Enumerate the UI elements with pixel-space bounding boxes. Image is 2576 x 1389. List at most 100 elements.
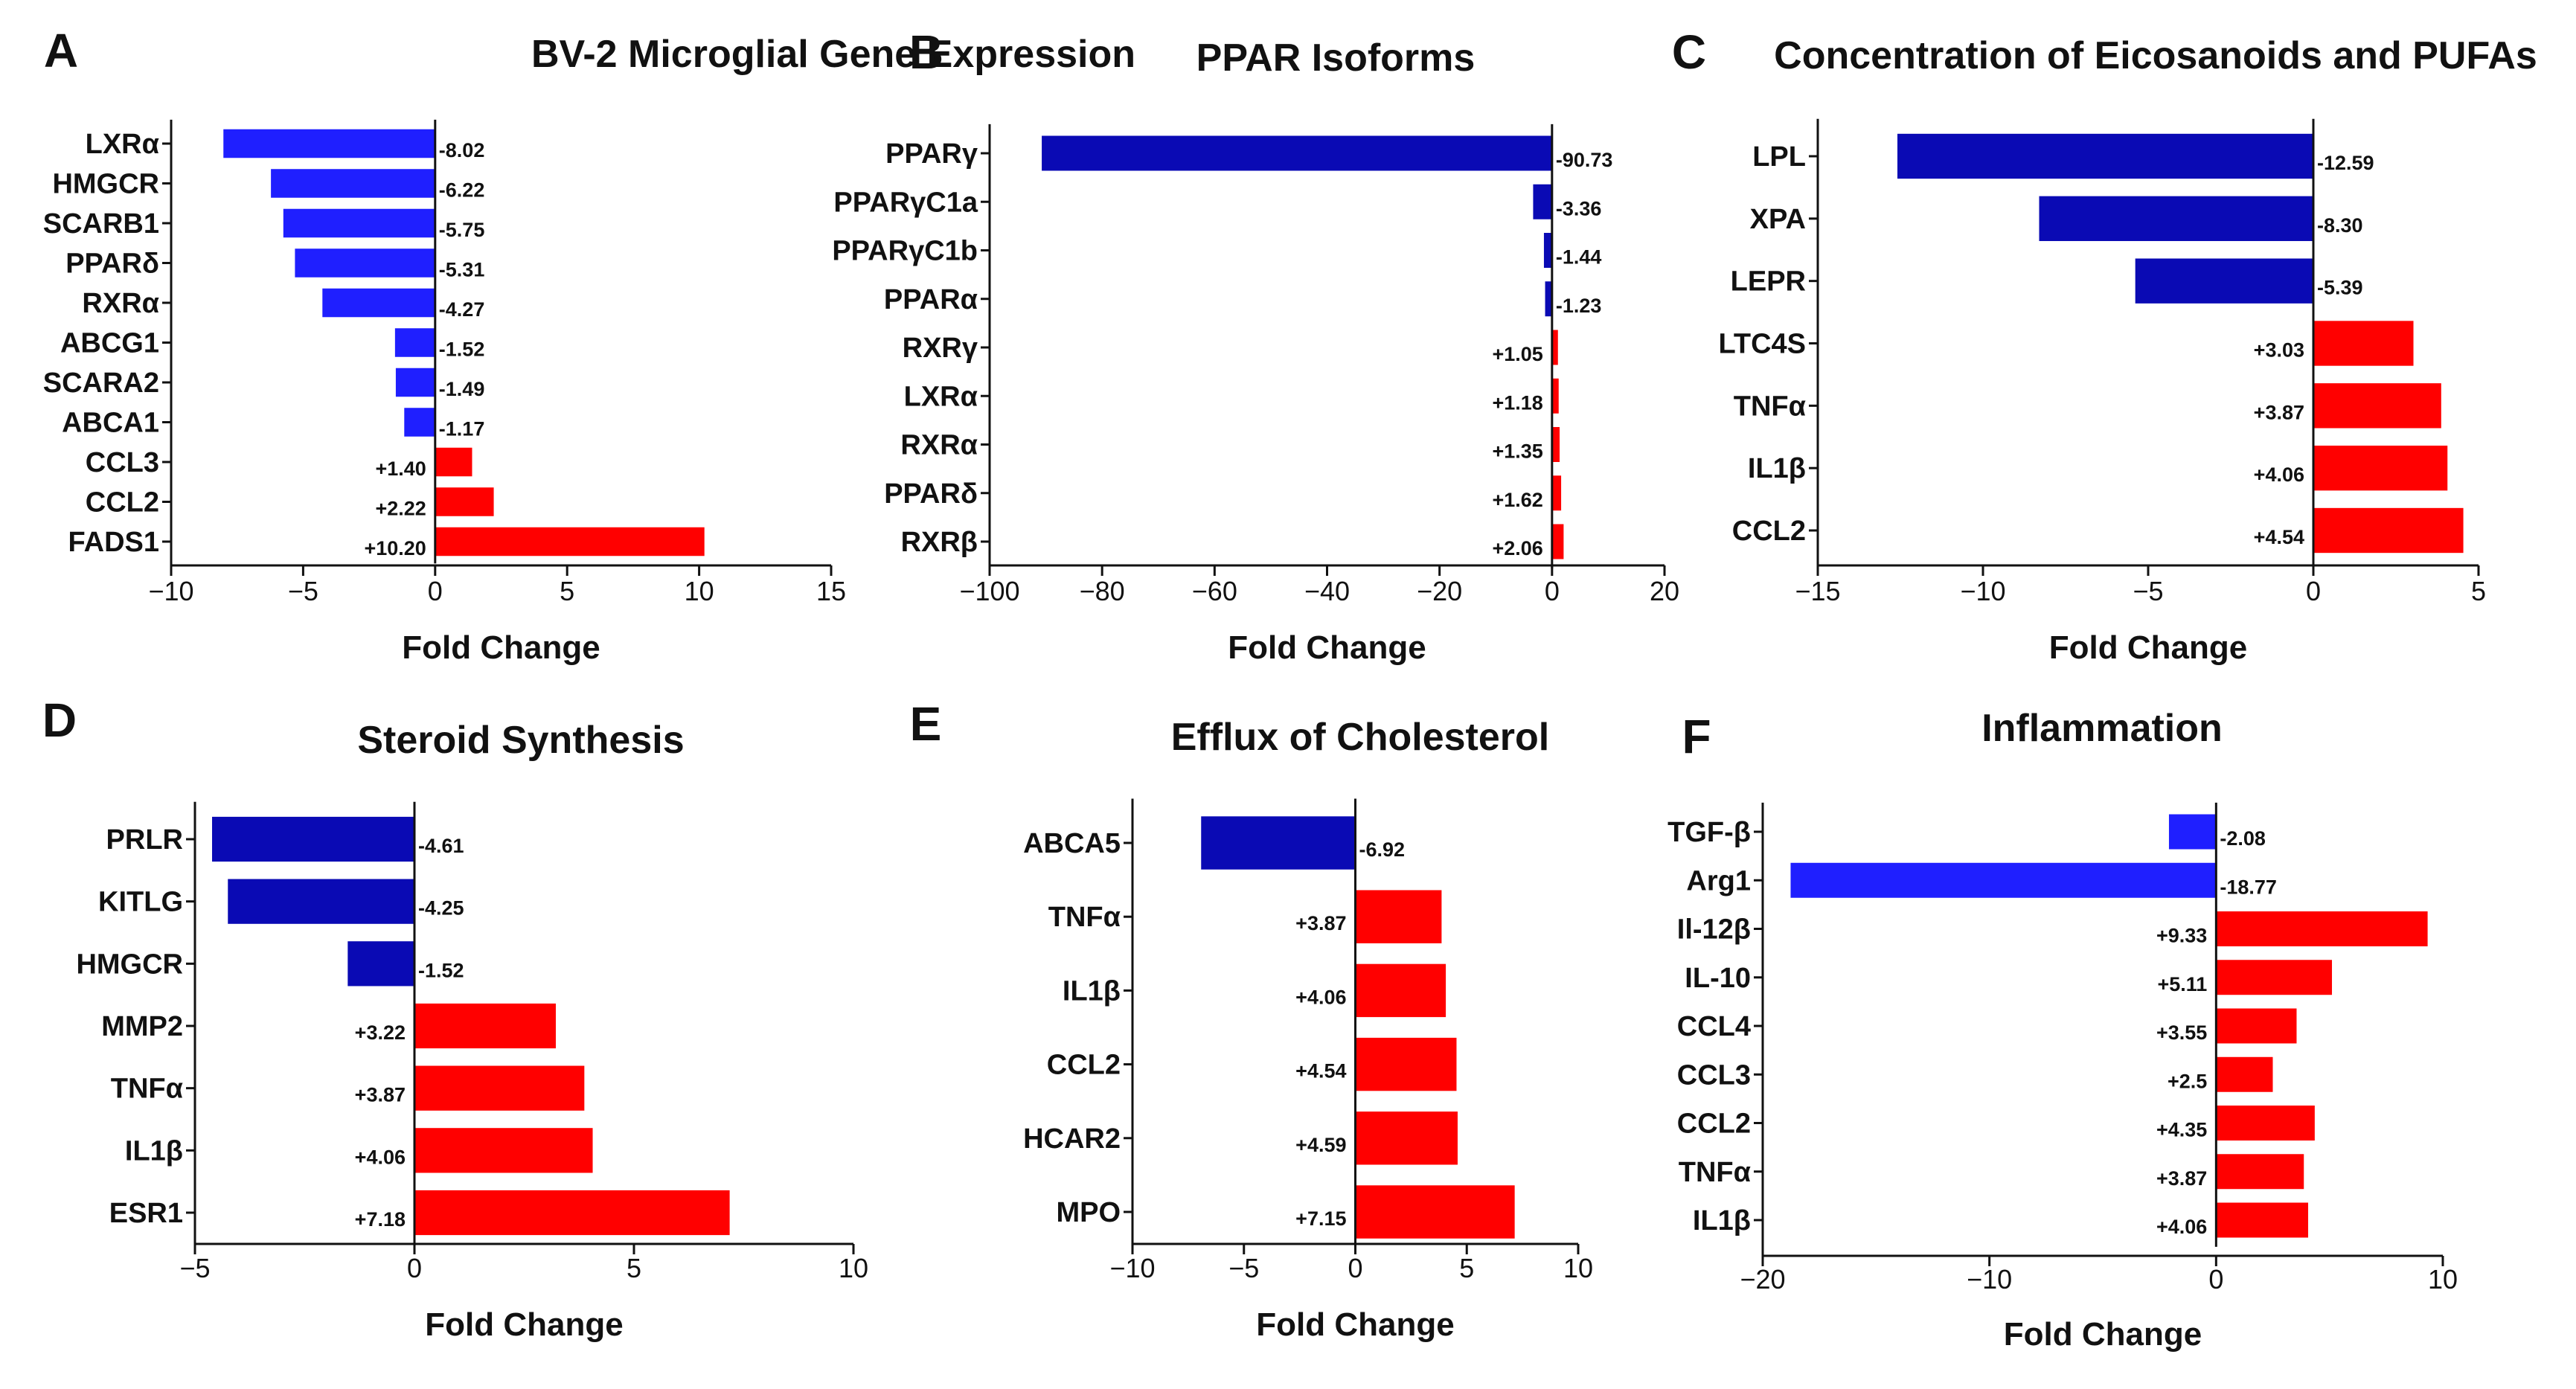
panel-c-title: Concentration of Eicosanoids and PUFAs (1774, 34, 2537, 77)
panel-f-value-label: +3.55 (2156, 1021, 2207, 1044)
panel-f-bar (2216, 1106, 2315, 1141)
panel-d-value-label: +7.18 (355, 1208, 406, 1231)
panel-d-category-label: HMGCR (76, 949, 183, 980)
panel-b-value-label: +1.62 (1493, 489, 1543, 511)
panel-b-x-tick-label: −40 (1304, 576, 1350, 606)
panel-f-category-label: TGF-β (1667, 817, 1751, 848)
panel-b-category-label: PPARδ (884, 478, 978, 510)
panel-a-category-label: RXRα (82, 288, 159, 319)
panel-e-bar (1355, 1111, 1458, 1165)
panel-c-value-label: +3.03 (2254, 339, 2304, 362)
panel-a-bar (435, 527, 705, 556)
panel-d-bar (212, 816, 414, 862)
panel-a-value-label: -5.75 (439, 219, 485, 241)
panel-f-value-label: +5.11 (2158, 973, 2208, 995)
panel-e-bar (1355, 963, 1446, 1018)
panel-a-bar (404, 408, 435, 437)
panel-f-bar (1790, 862, 2217, 898)
panel-e-category-label: TNFα (1048, 902, 1121, 933)
panel-f-bar (2216, 960, 2333, 995)
panel-b-title: PPAR Isoforms (1196, 36, 1476, 80)
panel-d-bar (414, 1128, 593, 1173)
panel-b-x-tick-label: −100 (959, 576, 1019, 606)
panel-c-x-tick-label: 5 (2471, 576, 2486, 606)
panel-d-value-label: -4.61 (418, 835, 464, 857)
panel-c-bar (2313, 321, 2414, 366)
panel-a-letter: A (44, 24, 78, 77)
panel-a-value-label: +10.20 (364, 537, 426, 559)
panel-b-category-label: RXRα (900, 430, 978, 461)
panel-c-value-label: -12.59 (2317, 152, 2374, 174)
panel-e-bar (1201, 816, 1356, 870)
panel-a-x-tick-label: 5 (560, 576, 574, 606)
panel-f-value-label: +2.5 (2168, 1070, 2207, 1092)
panel-a-bar (283, 208, 435, 238)
panel-c-value-label: +3.87 (2254, 401, 2304, 423)
panel-a-category-label: LXRα (86, 129, 159, 160)
panel-b-x-tick-label: −20 (1417, 576, 1462, 606)
panel-b-bar (1543, 233, 1552, 268)
panel-d-x-tick-label: 5 (627, 1253, 641, 1283)
panel-c-category-label: CCL2 (1732, 516, 1806, 547)
panel-a-bar (435, 447, 472, 477)
panel-c-value-label: -5.39 (2317, 277, 2363, 299)
panel-d-category-label: ESR1 (109, 1198, 183, 1229)
panel-d-category-label: IL1β (125, 1135, 183, 1167)
panel-e-category-label: HCAR2 (1023, 1123, 1121, 1155)
panel-f-category-label: Arg1 (1686, 865, 1751, 896)
panel-f-category-label: IL1β (1693, 1205, 1751, 1236)
panel-e-title: Efflux of Cholesterol (1171, 716, 1549, 759)
panel-e-value-label: +7.15 (1295, 1207, 1346, 1230)
panel-a-x-tick-label: −10 (148, 576, 193, 606)
panel-e-x-axis-title: Fold Change (1256, 1306, 1454, 1343)
panel-f-category-label: Il-12β (1677, 914, 1751, 946)
panel-e-value-label: +4.54 (1295, 1060, 1346, 1082)
panel-b-value-label: -1.23 (1556, 295, 1602, 317)
panel-c-value-label: -8.30 (2317, 214, 2363, 237)
panel-a-category-label: CCL2 (86, 487, 159, 519)
panel-d-title: Steroid Synthesis (357, 719, 684, 762)
panel-d-bar (414, 1065, 585, 1111)
panel-f-title: Inflammation (1981, 707, 2223, 750)
panel-b-x-tick-label: −80 (1080, 576, 1125, 606)
panel-c-x-axis-title: Fold Change (2049, 629, 2247, 666)
panel-e-value-label: -6.92 (1359, 838, 1406, 861)
panel-a-title: BV-2 Microglial Gene Expression (531, 33, 1135, 76)
panel-b-value-label: +1.35 (1493, 440, 1543, 463)
panel-d-x-tick-label: 10 (839, 1253, 868, 1283)
panel-c-bar (2313, 445, 2448, 491)
panel-a-bar (395, 368, 435, 397)
panel-a-value-label: -5.31 (439, 259, 485, 281)
panel-f-value-label: +3.87 (2156, 1167, 2207, 1190)
panel-c-category-label: TNFα (1734, 391, 1806, 422)
panel-e-bar (1355, 890, 1442, 943)
panel-f-category-label: TNFα (1679, 1157, 1751, 1188)
panel-d-x-tick-label: 0 (407, 1253, 422, 1283)
panel-d-category-label: MMP2 (101, 1011, 183, 1042)
panel-f-x-axis-title: Fold Change (2004, 1316, 2202, 1353)
panel-a-bar (435, 487, 494, 516)
panel-c-bar (2135, 258, 2313, 304)
panel-f-bar (2216, 1202, 2309, 1238)
panel-b-category-label: RXRβ (901, 527, 978, 558)
panel-a-value-label: -1.52 (439, 339, 485, 361)
panel-f-category-label: IL-10 (1685, 963, 1751, 994)
panel-b-bar (1545, 281, 1552, 317)
panel-a-bar (322, 288, 435, 318)
panel-b-value-label: +1.18 (1493, 391, 1543, 414)
panel-d-category-label: KITLG (98, 887, 183, 918)
panel-b-bar (1551, 330, 1558, 365)
panel-a-category-label: ABCG1 (60, 328, 159, 359)
panel-f-bar (2216, 1008, 2297, 1044)
panel-d-bar (347, 941, 414, 987)
panel-a-category-label: CCL3 (86, 447, 159, 478)
panel-b-category-label: PPARγC1b (832, 236, 978, 267)
panel-f-bar (2216, 911, 2428, 946)
panel-a-value-label: -4.27 (439, 298, 485, 321)
panel-e-x-tick-label: 5 (1459, 1253, 1474, 1283)
panel-b-bar (1551, 524, 1564, 559)
panel-a-bar (271, 169, 435, 198)
panel-f-bar (2216, 1056, 2273, 1092)
panel-d-category-label: TNFα (111, 1074, 183, 1105)
panel-a-category-label: SCARA2 (43, 368, 159, 399)
